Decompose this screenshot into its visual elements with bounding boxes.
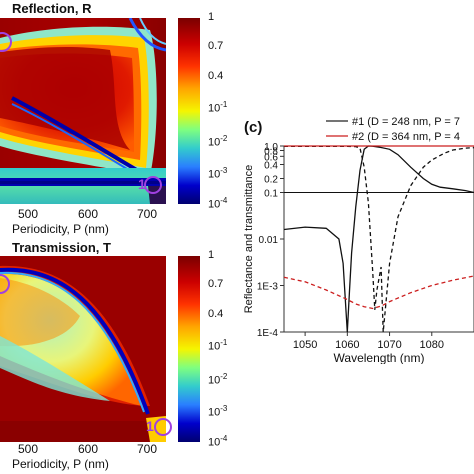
reflection-colorbar xyxy=(178,18,200,204)
spectra-series-line xyxy=(283,275,474,310)
reflection-marker-1-label: 1 xyxy=(138,176,146,192)
spectra-y-tick-label: 0.01 xyxy=(259,235,279,246)
reflection-cb-tick-1: 1 xyxy=(208,11,215,23)
reflection-marker-1 xyxy=(144,176,162,194)
spectra-y-tick-label: 0.1 xyxy=(264,189,278,200)
transmission-cb-tick-e2: 10-2 xyxy=(208,372,228,387)
reflection-cb-tick-e3: 10-3 xyxy=(208,166,228,181)
spectra-y-tick-label: 1E-3 xyxy=(257,282,279,293)
reflection-x-tick-500: 500 xyxy=(18,207,39,221)
transmission-cb-tick-1: 1 xyxy=(208,249,215,261)
spectra-x-tick-label: 1050 xyxy=(293,339,317,351)
transmission-cb-tick-04: 0.4 xyxy=(208,308,224,320)
reflection-cb-tick-e2: 10-2 xyxy=(208,134,228,149)
spectra-y-tick-label: 1E-4 xyxy=(257,328,279,339)
spectra-x-tick-label: 1070 xyxy=(377,339,401,351)
reflection-x-tick-600: 600 xyxy=(78,207,99,221)
spectra-legend-label: #1 (D = 248 nm, P = 7 xyxy=(352,116,460,128)
transmission-colorbar xyxy=(178,256,200,442)
spectra-y-tick-label: 0.8 xyxy=(264,147,278,158)
reflection-cb-tick-07: 0.7 xyxy=(208,40,224,52)
transmission-x-tick-700: 700 xyxy=(137,442,158,456)
reflection-cb-tick-e4: 10-4 xyxy=(208,196,228,211)
spectra-y-label: Reflectance and transmittance xyxy=(243,165,255,314)
reflection-x-label: Periodicity, P (nm) xyxy=(12,222,109,236)
spectra-chart: 1050 1060 1070 1080 1.00.80.60.4 0.2 0.1 0.01 1E… xyxy=(243,116,474,364)
transmission-marker-1-label: 1 xyxy=(146,418,154,434)
spectra-y-tick-label: 1.0 xyxy=(264,142,278,153)
spectra-x-tick-label: 1080 xyxy=(420,339,444,351)
reflection-cb-tick-04: 0.4 xyxy=(208,70,224,82)
transmission-cb-tick-e3: 10-3 xyxy=(208,404,228,419)
spectra-y-tick-label: 0.2 xyxy=(264,175,278,186)
spectra-y-tick-label: 0.6 xyxy=(264,152,278,163)
reflection-title: Reflection, R xyxy=(12,1,92,16)
reflection-cb-tick-e1: 10-1 xyxy=(208,100,228,115)
spectra-legend-label: #2 (D = 364 nm, P = 4 xyxy=(352,131,460,143)
reflection-heatmap xyxy=(0,18,166,204)
transmission-x-label: Periodicity, P (nm) xyxy=(12,457,109,471)
spectra-plot-area xyxy=(283,145,474,333)
transmission-cb-tick-07: 0.7 xyxy=(208,278,224,290)
transmission-heatmap xyxy=(0,256,166,442)
transmission-x-tick-600: 600 xyxy=(78,442,99,456)
reflection-marker-left xyxy=(0,32,12,52)
transmission-title: Transmission, T xyxy=(12,240,111,255)
spectra-y-tick-label: 0.4 xyxy=(264,161,278,172)
transmission-cb-tick-e1: 10-1 xyxy=(208,338,228,353)
transmission-x-tick-500: 500 xyxy=(18,442,39,456)
panel-c-label: (c) xyxy=(244,119,263,136)
spectra-x-tick-label: 1060 xyxy=(335,339,359,351)
spectra-x-label: Wavelength (nm) xyxy=(334,351,425,364)
reflection-x-tick-700: 700 xyxy=(137,207,158,221)
transmission-cb-tick-e4: 10-4 xyxy=(208,434,228,449)
transmission-marker-1 xyxy=(154,418,172,436)
